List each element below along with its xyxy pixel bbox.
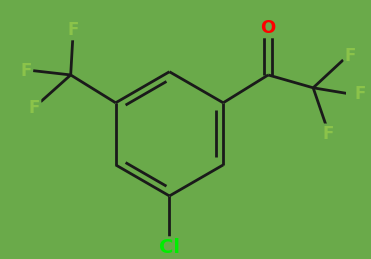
Text: F: F <box>322 125 334 143</box>
Text: F: F <box>67 21 79 39</box>
Text: O: O <box>260 19 276 37</box>
Text: F: F <box>29 99 40 117</box>
Text: Cl: Cl <box>159 238 180 257</box>
Text: F: F <box>345 47 356 65</box>
Text: F: F <box>20 62 32 80</box>
Text: F: F <box>355 85 366 103</box>
